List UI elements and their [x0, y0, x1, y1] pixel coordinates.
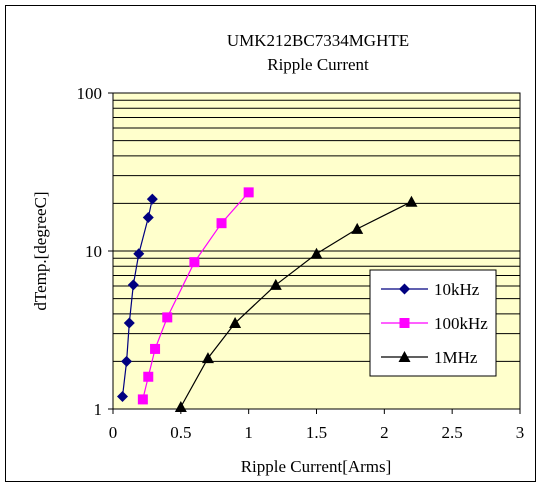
- data-point: [216, 218, 227, 229]
- legend-entry: 10kHz: [381, 280, 480, 299]
- legend-entry: 1MHz: [381, 348, 478, 367]
- x-axis-ticks: 0 0.5 1 1.5 2 2.5 3: [109, 409, 525, 442]
- data-point: [351, 222, 364, 234]
- x-tick-label: 1.5: [306, 423, 327, 442]
- series-1MHz: [174, 195, 418, 412]
- data-point: [123, 317, 135, 329]
- data-point: [405, 195, 418, 207]
- x-tick-label: 2: [380, 423, 389, 442]
- data-point: [174, 400, 187, 412]
- legend-marker: [399, 318, 410, 328]
- data-point: [310, 247, 323, 259]
- data-point: [133, 248, 145, 260]
- data-point: [229, 317, 242, 329]
- y-tick-label: 10: [85, 242, 102, 261]
- y-tick-label: 1: [94, 400, 103, 419]
- y-axis-ticks: 1 10 100: [77, 84, 113, 419]
- legend-marker: [398, 351, 411, 362]
- data-point: [162, 312, 173, 323]
- data-series: [116, 187, 418, 412]
- x-tick-label: 0.5: [170, 423, 191, 442]
- legend-label: 1MHz: [434, 348, 478, 367]
- series-10kHz: [116, 193, 158, 402]
- x-axis-label: Ripple Current[Arms]: [241, 457, 392, 476]
- data-point: [116, 390, 128, 402]
- legend-marker: [399, 283, 410, 295]
- x-tick-label: 1: [244, 423, 253, 442]
- data-point: [201, 352, 214, 364]
- legend-entry: 100kHz: [381, 314, 488, 333]
- x-tick-label: 2.5: [442, 423, 463, 442]
- x-tick-label: 3: [516, 423, 525, 442]
- data-point: [127, 279, 139, 291]
- data-point: [146, 193, 158, 205]
- series-100kHz: [137, 187, 254, 405]
- data-point: [269, 278, 282, 290]
- legend-label: 10kHz: [434, 280, 480, 299]
- legend: 10kHz 100kHz 1MHz: [369, 269, 497, 377]
- data-point: [121, 355, 133, 367]
- chart-subtitle: Ripple Current: [267, 55, 369, 74]
- data-point: [189, 257, 200, 268]
- legend-label: 100kHz: [434, 314, 488, 333]
- data-point: [137, 394, 148, 405]
- data-point: [142, 211, 154, 223]
- data-point: [143, 371, 154, 382]
- data-point: [150, 343, 161, 354]
- y-axis-label: dTemp.[degreeC]: [31, 191, 50, 310]
- chart-title: UMK212BC7334MGHTE: [227, 31, 409, 50]
- data-point: [243, 187, 254, 198]
- x-tick-label: 0: [109, 423, 118, 442]
- y-tick-label: 100: [77, 84, 103, 103]
